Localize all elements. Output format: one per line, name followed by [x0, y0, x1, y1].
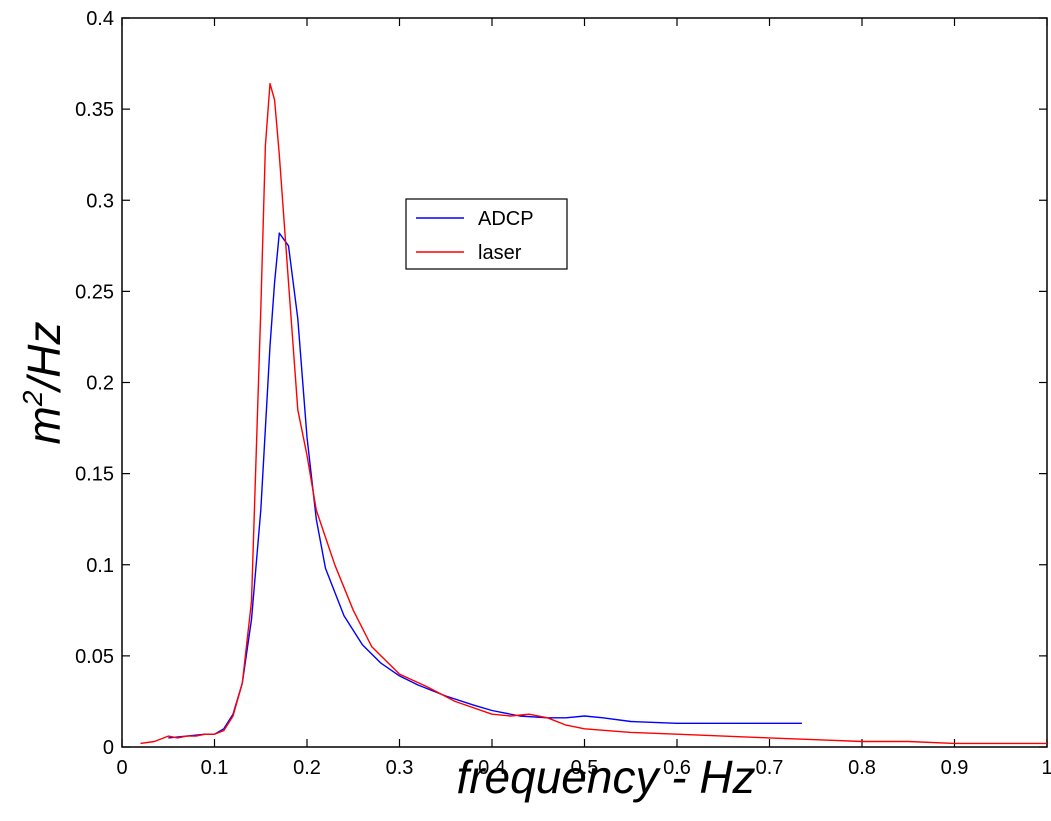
y-tick-label: 0.15 [75, 464, 114, 486]
y-axis-title-rest: /Hz [18, 322, 70, 394]
x-tick-label: 0.5 [571, 757, 599, 779]
x-tick-label: 0.3 [386, 757, 414, 779]
x-tick-label: 0.1 [201, 757, 229, 779]
x-tick-label: 0 [116, 757, 127, 779]
plot-area [121, 17, 1048, 748]
x-tick-label: 0.2 [293, 757, 321, 779]
x-tick-label: 0.4 [478, 757, 506, 779]
legend-label-laser: laser [478, 242, 522, 264]
y-tick-label: 0.1 [86, 555, 114, 577]
legend-label-adcp: ADCP [478, 208, 534, 230]
x-axis: 0 0.1 0.2 0.3 0.4 0.5 0.6 0.7 0.8 0.9 1 [116, 18, 1051, 779]
x-tick-label: 0.6 [663, 757, 691, 779]
y-axis-title-superscript: 2 [17, 390, 48, 407]
y-tick-label: 0.35 [75, 99, 114, 121]
y-axis-title-base: m [18, 406, 70, 444]
series-line-laser [140, 82, 1047, 745]
y-tick-label: 0.05 [75, 646, 114, 668]
y-tick-label: 0 [103, 737, 114, 759]
x-tick-label: 1 [1041, 757, 1051, 779]
series-layer [140, 82, 1047, 745]
y-tick-label: 0.25 [75, 281, 114, 303]
legend-box [405, 198, 568, 270]
x-tick-label: 0.7 [756, 757, 784, 779]
x-tick-label: 0.9 [941, 757, 969, 779]
x-axis-title: frequency - Hz [456, 751, 755, 803]
y-tick-label: 0.2 [86, 373, 114, 395]
y-tick-label: 0.3 [86, 190, 114, 212]
x-tick-label: 0.8 [848, 757, 876, 779]
legend: ADCP laser [405, 198, 568, 270]
y-tick-label: 0.4 [86, 8, 114, 30]
y-axis-title: m2/Hz [17, 322, 70, 445]
y-axis: 0 0.05 0.1 0.15 0.2 0.25 0.3 0.35 0.4 [75, 8, 1047, 759]
